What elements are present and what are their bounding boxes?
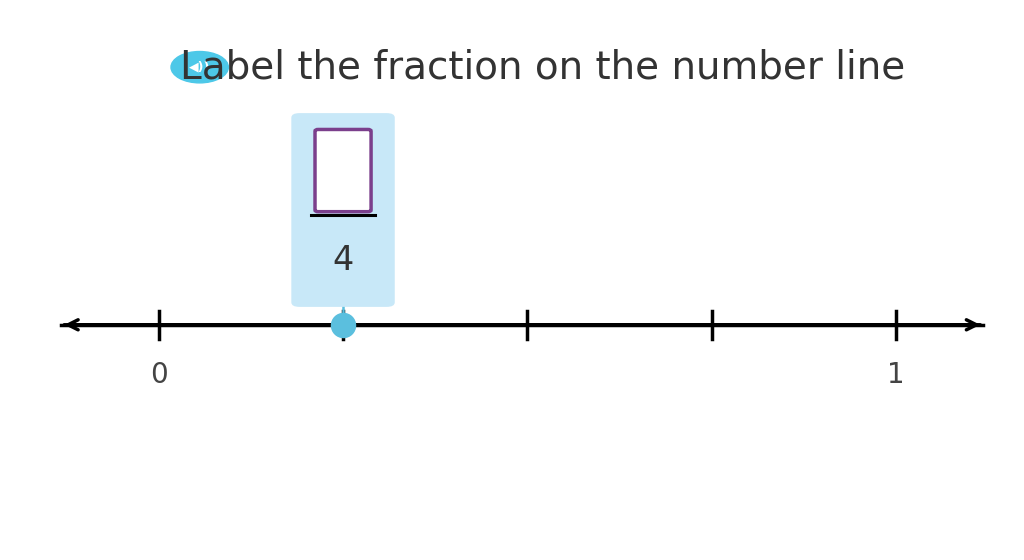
FancyBboxPatch shape: [315, 129, 371, 212]
Text: 0: 0: [150, 361, 168, 389]
Text: 4: 4: [333, 244, 353, 277]
Text: 1: 1: [887, 361, 905, 389]
Circle shape: [171, 52, 228, 83]
Point: [335, 320, 351, 329]
Text: ◀)): ◀)): [189, 60, 210, 74]
FancyBboxPatch shape: [291, 113, 394, 307]
Text: Label the fraction on the number line: Label the fraction on the number line: [180, 48, 905, 86]
